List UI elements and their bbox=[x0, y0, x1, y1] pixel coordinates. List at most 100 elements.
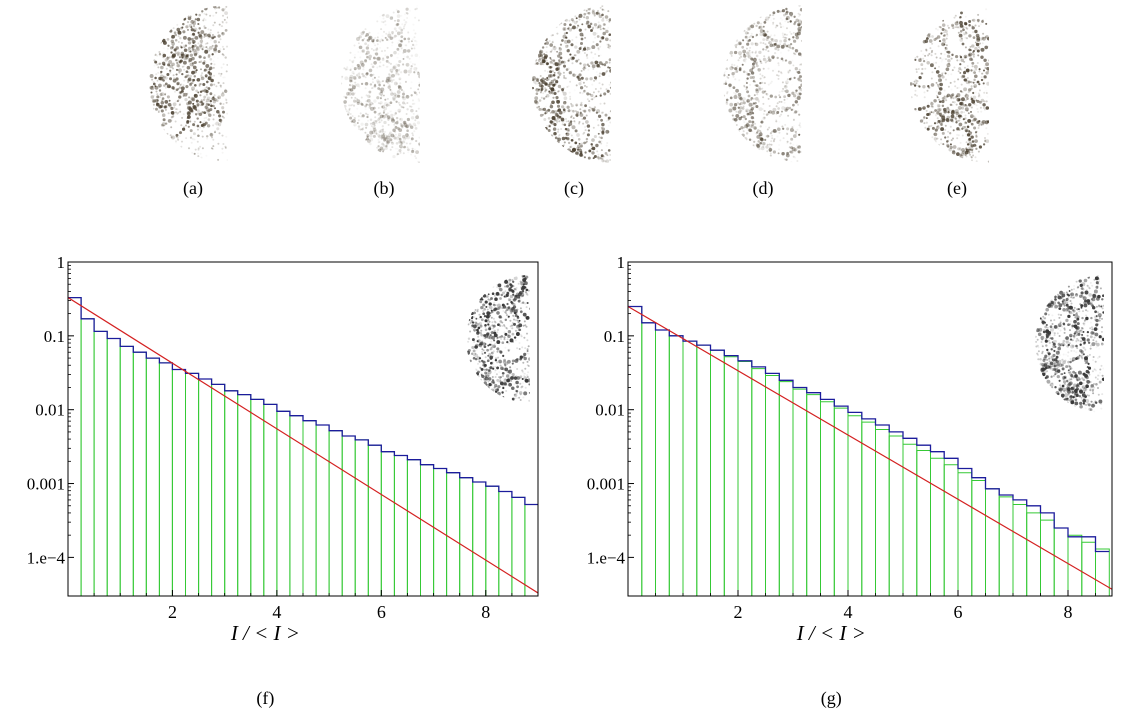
pattern-label-e: (e) bbox=[947, 178, 967, 198]
speckle-dots bbox=[1035, 275, 1105, 413]
panel-label: (f) bbox=[256, 688, 274, 709]
step-outline-series bbox=[628, 305, 1110, 553]
histogram-bar bbox=[145, 357, 160, 596]
histogram-bar bbox=[93, 330, 108, 596]
y-tick-label: 0.01 bbox=[35, 401, 65, 420]
y-tick-label: 0.1 bbox=[604, 327, 625, 346]
histogram-bar bbox=[1067, 534, 1083, 596]
histogram-bar bbox=[119, 345, 134, 596]
histogram-bar bbox=[132, 351, 147, 596]
histogram-bar bbox=[224, 390, 239, 596]
pattern-b bbox=[341, 7, 420, 163]
histogram-bar bbox=[628, 306, 643, 596]
plot-frame bbox=[627, 261, 1113, 597]
x-tick-label: 2 bbox=[734, 602, 743, 622]
y-tick-label: 0.01 bbox=[595, 401, 625, 420]
histogram-bar bbox=[1040, 519, 1055, 596]
histogram-bar bbox=[1081, 541, 1096, 596]
histogram-bar bbox=[765, 375, 780, 596]
histogram-bar bbox=[446, 472, 461, 596]
plot-area bbox=[628, 305, 1112, 596]
histogram-bar bbox=[710, 349, 725, 596]
inset-pattern bbox=[1035, 275, 1105, 413]
histogram-bar bbox=[472, 481, 487, 596]
histogram-bar bbox=[1095, 548, 1110, 596]
speckle-dots bbox=[466, 275, 530, 402]
x-tick-label: 6 bbox=[954, 602, 963, 622]
x-tick-label: 6 bbox=[377, 602, 386, 622]
histogram-bar bbox=[367, 444, 382, 596]
histogram-bar bbox=[682, 340, 698, 596]
histogram-bar bbox=[668, 335, 684, 596]
histogram-bar bbox=[459, 477, 474, 596]
exponential-fit-line bbox=[68, 297, 538, 594]
histogram-bar bbox=[406, 459, 421, 596]
histogram-bar bbox=[289, 415, 304, 596]
histogram-bar bbox=[341, 435, 356, 596]
x-tick-label: 4 bbox=[844, 602, 853, 622]
histogram-bar bbox=[751, 368, 766, 596]
histogram-bar bbox=[485, 485, 500, 596]
plot-area bbox=[68, 296, 538, 596]
pattern-e bbox=[910, 8, 989, 163]
histogram-bar bbox=[806, 394, 821, 596]
y-tick-label: 1.e−4 bbox=[587, 548, 626, 567]
histogram-bar bbox=[354, 439, 369, 596]
histogram-bar bbox=[250, 398, 265, 596]
x-axis-label: I / < I > bbox=[796, 621, 866, 645]
histogram-bar bbox=[158, 362, 173, 596]
histogram-bar bbox=[792, 388, 808, 596]
histogram-bar bbox=[393, 455, 408, 596]
x-axis-label: I / < I > bbox=[230, 621, 300, 645]
x-tick-label: 8 bbox=[481, 602, 490, 622]
histogram-bar bbox=[276, 410, 291, 596]
histogram-bar bbox=[820, 401, 835, 596]
histogram-bar bbox=[328, 430, 343, 596]
histogram-bar bbox=[1026, 512, 1041, 596]
pattern-c bbox=[532, 5, 611, 163]
histogram-bar bbox=[106, 338, 121, 596]
histogram-bar bbox=[778, 381, 794, 596]
y-tick-label: 0.1 bbox=[44, 327, 65, 346]
pattern-label-b: (b) bbox=[373, 178, 395, 198]
histogram-bar bbox=[433, 468, 448, 596]
pattern-label-a: (a) bbox=[183, 178, 203, 198]
panel-label: (g) bbox=[821, 688, 842, 709]
histogram-chart-g: 1 0.1 0.01 0.001 1.e−4 2 4 6 8 I / < I > (g) bbox=[587, 253, 1113, 709]
x-tick-label: 2 bbox=[168, 602, 177, 622]
speckle-dots bbox=[532, 5, 611, 163]
speckle-dots bbox=[910, 8, 989, 163]
y-tick-label: 0.001 bbox=[27, 475, 65, 494]
histogram-bar bbox=[737, 361, 753, 596]
histogram-bar bbox=[198, 378, 213, 596]
speckle-dots bbox=[149, 5, 228, 161]
histogram-bar bbox=[723, 356, 739, 596]
pattern-label-c: (c) bbox=[564, 178, 584, 198]
y-tick-label: 1 bbox=[617, 253, 626, 272]
step-outline-series bbox=[68, 296, 538, 506]
histogram-bar bbox=[957, 472, 973, 596]
pattern-label-d: (d) bbox=[752, 178, 774, 198]
histogram-bar bbox=[498, 491, 513, 596]
speckle-dots bbox=[723, 5, 802, 163]
speckle-dots bbox=[341, 7, 420, 163]
histogram-bar bbox=[185, 372, 200, 596]
x-tick-label: 4 bbox=[272, 602, 281, 622]
histogram-bar bbox=[930, 457, 945, 596]
y-tick-label: 1 bbox=[57, 253, 66, 272]
histogram-bar bbox=[916, 450, 931, 596]
histogram-chart-f: 1 0.1 0.01 0.001 1.e−4 2 4 6 8 I / < I > (f) bbox=[27, 253, 539, 709]
histogram-bar bbox=[847, 415, 863, 596]
histogram-bar bbox=[263, 403, 278, 596]
pattern-d bbox=[723, 5, 802, 163]
histogram-bar bbox=[861, 421, 876, 596]
histogram-bar bbox=[380, 451, 395, 596]
histogram-bar bbox=[943, 464, 959, 596]
pattern-a bbox=[149, 5, 228, 161]
histogram-bar bbox=[315, 424, 330, 596]
histogram-bar bbox=[641, 322, 656, 596]
histogram-bar bbox=[171, 369, 186, 596]
exponential-fit-line bbox=[628, 305, 1112, 590]
histogram-bar bbox=[237, 394, 252, 596]
y-tick-label: 0.001 bbox=[587, 475, 625, 494]
